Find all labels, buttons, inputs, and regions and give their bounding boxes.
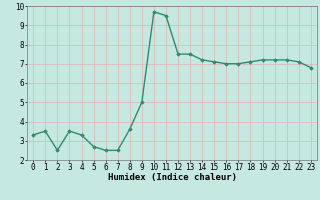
X-axis label: Humidex (Indice chaleur): Humidex (Indice chaleur) [108,173,236,182]
